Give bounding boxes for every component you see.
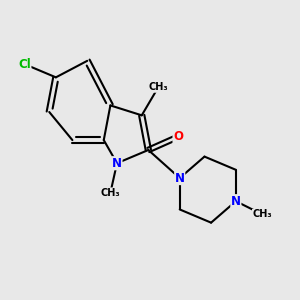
Text: CH₃: CH₃ bbox=[100, 188, 120, 198]
Text: N: N bbox=[175, 172, 185, 184]
Text: N: N bbox=[231, 195, 241, 208]
Text: CH₃: CH₃ bbox=[148, 82, 168, 92]
Text: Cl: Cl bbox=[18, 58, 31, 70]
Text: O: O bbox=[173, 130, 183, 143]
Text: N: N bbox=[112, 157, 122, 170]
Text: CH₃: CH₃ bbox=[253, 209, 272, 219]
